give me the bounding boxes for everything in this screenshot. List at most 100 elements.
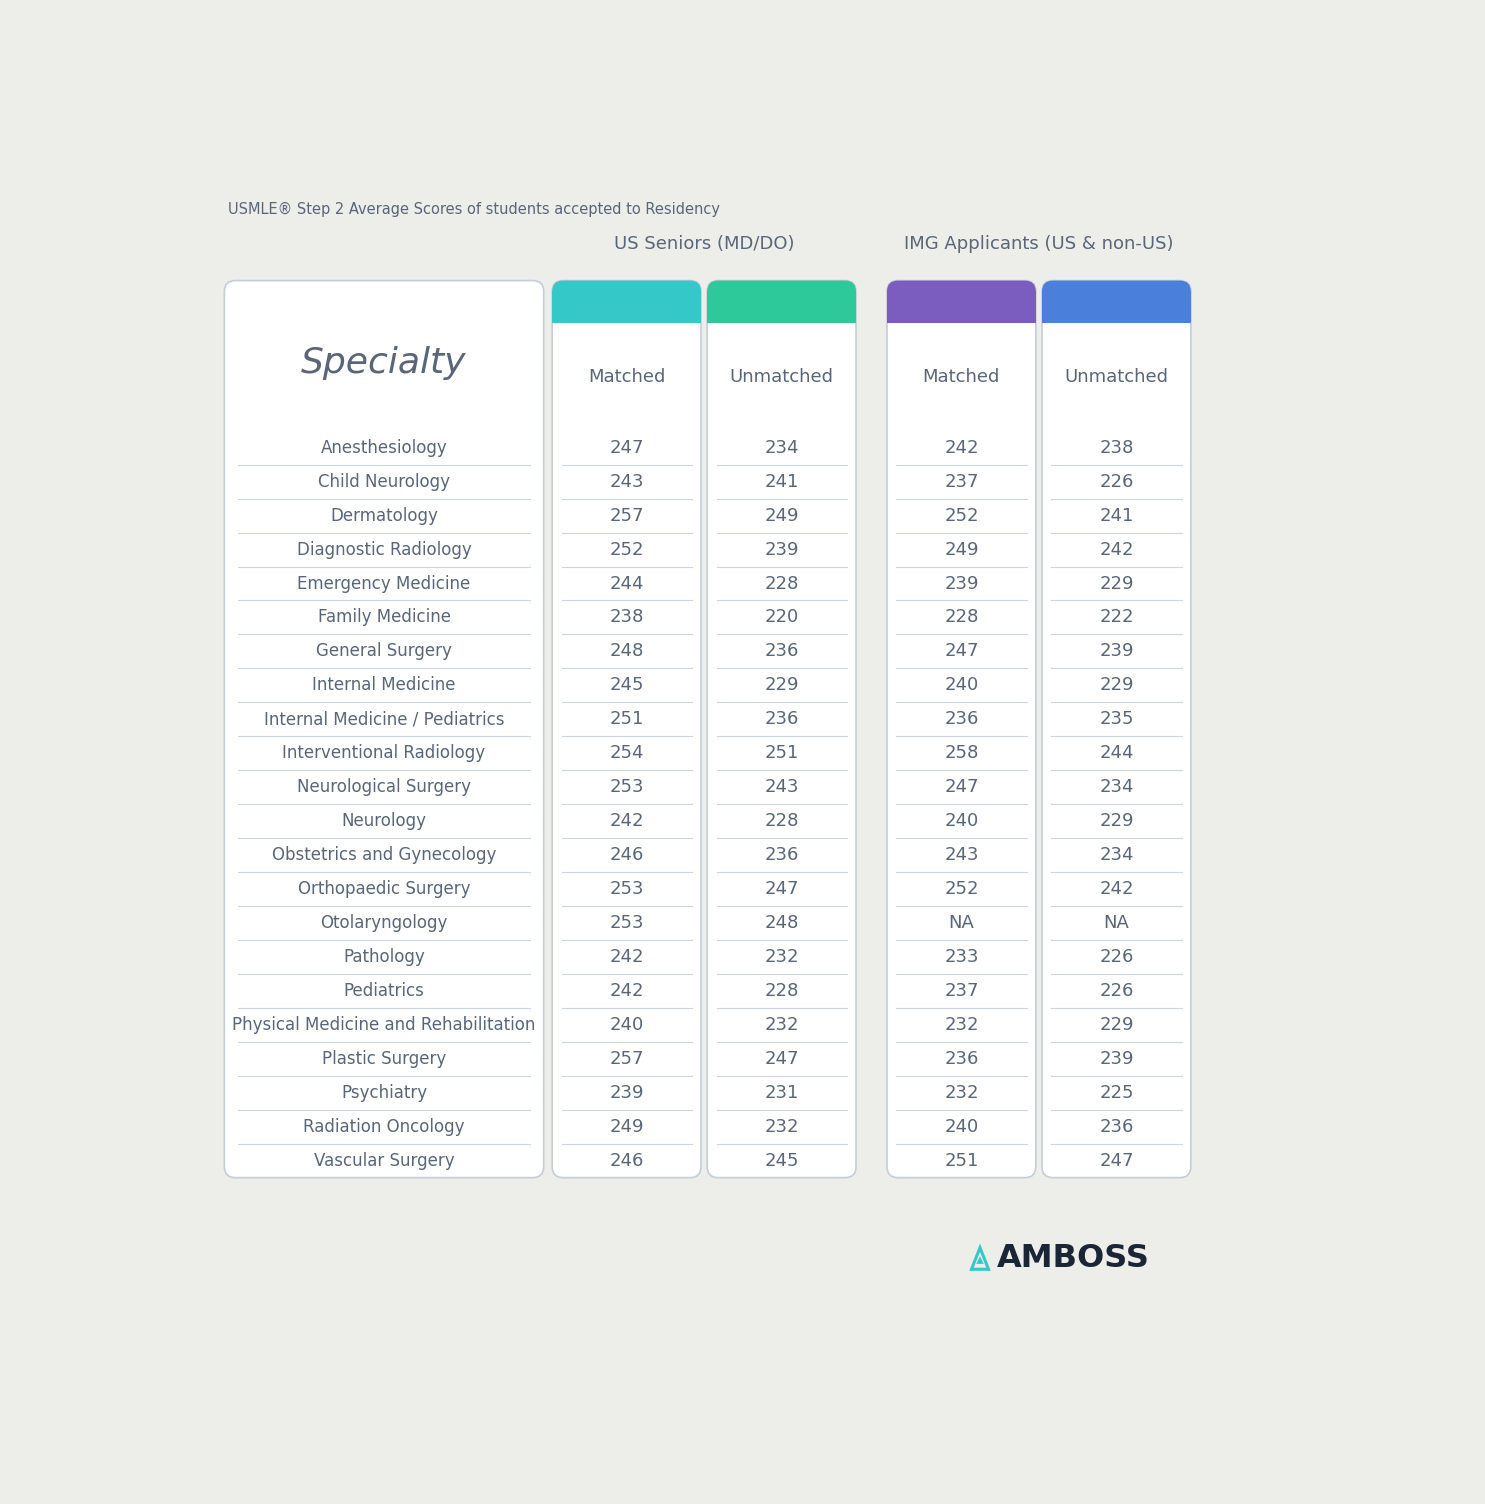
Text: Anesthesiology: Anesthesiology <box>321 439 447 457</box>
Text: 239: 239 <box>1099 642 1133 660</box>
Text: 222: 222 <box>1099 609 1133 627</box>
Text: 249: 249 <box>609 1117 644 1136</box>
Text: Matched: Matched <box>922 368 999 387</box>
Text: 229: 229 <box>1099 575 1133 593</box>
Text: Internal Medicine / Pediatrics: Internal Medicine / Pediatrics <box>264 710 505 728</box>
Text: 237: 237 <box>944 982 979 1000</box>
Text: 232: 232 <box>765 1117 799 1136</box>
Text: 243: 243 <box>609 472 644 490</box>
Text: Neurological Surgery: Neurological Surgery <box>297 778 471 796</box>
Bar <box>887 292 1037 323</box>
Text: 236: 236 <box>765 710 799 728</box>
Text: 232: 232 <box>765 948 799 966</box>
Text: Diagnostic Radiology: Diagnostic Radiology <box>297 540 471 558</box>
Text: 234: 234 <box>1099 778 1133 796</box>
Text: 246: 246 <box>609 1152 644 1170</box>
Text: 242: 242 <box>1099 540 1133 558</box>
Text: Family Medicine: Family Medicine <box>318 609 450 627</box>
Text: Otolaryngology: Otolaryngology <box>321 914 447 932</box>
Text: 247: 247 <box>1099 1152 1133 1170</box>
Bar <box>1042 292 1191 323</box>
Text: 231: 231 <box>765 1084 799 1102</box>
Text: 247: 247 <box>765 880 799 898</box>
Text: 245: 245 <box>765 1152 799 1170</box>
Text: 248: 248 <box>765 914 799 932</box>
Text: 240: 240 <box>944 812 979 830</box>
Text: US Seniors (MD/DO): US Seniors (MD/DO) <box>613 235 794 253</box>
Text: Internal Medicine: Internal Medicine <box>312 677 456 695</box>
Text: USMLE® Step 2 Average Scores of students accepted to Residency: USMLE® Step 2 Average Scores of students… <box>229 202 720 217</box>
Text: 235: 235 <box>1099 710 1133 728</box>
Text: 248: 248 <box>609 642 644 660</box>
Text: 249: 249 <box>944 540 979 558</box>
Text: Interventional Radiology: Interventional Radiology <box>282 744 486 763</box>
FancyBboxPatch shape <box>1042 281 1191 323</box>
Bar <box>707 292 855 323</box>
Text: 252: 252 <box>944 507 979 525</box>
Text: 233: 233 <box>944 948 979 966</box>
Text: 239: 239 <box>609 1084 644 1102</box>
Text: 242: 242 <box>609 812 644 830</box>
FancyBboxPatch shape <box>1042 281 1191 1178</box>
Text: 242: 242 <box>1099 880 1133 898</box>
Text: 247: 247 <box>944 642 979 660</box>
Text: 228: 228 <box>765 812 799 830</box>
Text: Specialty: Specialty <box>301 346 466 381</box>
Text: 247: 247 <box>609 439 644 457</box>
Text: 241: 241 <box>1099 507 1133 525</box>
Text: 232: 232 <box>944 1015 979 1033</box>
Text: NA: NA <box>1103 914 1129 932</box>
Text: 251: 251 <box>944 1152 979 1170</box>
Text: 258: 258 <box>944 744 979 763</box>
Text: Neurology: Neurology <box>342 812 426 830</box>
FancyBboxPatch shape <box>552 281 701 1178</box>
Text: 238: 238 <box>609 609 644 627</box>
Text: 243: 243 <box>944 847 979 865</box>
Text: 226: 226 <box>1099 982 1133 1000</box>
Text: 242: 242 <box>609 982 644 1000</box>
Text: 229: 229 <box>1099 1015 1133 1033</box>
Text: 229: 229 <box>1099 812 1133 830</box>
Text: Unmatched: Unmatched <box>1065 368 1169 387</box>
Polygon shape <box>976 1256 983 1263</box>
Text: Physical Medicine and Rehabilitation: Physical Medicine and Rehabilitation <box>232 1015 536 1033</box>
Text: 226: 226 <box>1099 472 1133 490</box>
Text: 240: 240 <box>944 1117 979 1136</box>
Text: 253: 253 <box>609 880 644 898</box>
Text: 247: 247 <box>765 1050 799 1068</box>
FancyBboxPatch shape <box>887 281 1037 323</box>
Text: 228: 228 <box>765 575 799 593</box>
Text: Orthopaedic Surgery: Orthopaedic Surgery <box>298 880 471 898</box>
Text: 252: 252 <box>944 880 979 898</box>
Text: Obstetrics and Gynecology: Obstetrics and Gynecology <box>272 847 496 865</box>
Text: 236: 236 <box>1099 1117 1133 1136</box>
Text: 253: 253 <box>609 914 644 932</box>
Text: Pediatrics: Pediatrics <box>343 982 425 1000</box>
Text: 254: 254 <box>609 744 644 763</box>
FancyBboxPatch shape <box>707 281 855 1178</box>
Text: 257: 257 <box>609 1050 644 1068</box>
Text: 220: 220 <box>765 609 799 627</box>
Text: 247: 247 <box>944 778 979 796</box>
Text: 237: 237 <box>944 472 979 490</box>
FancyBboxPatch shape <box>224 281 544 1178</box>
Text: 236: 236 <box>765 847 799 865</box>
Text: 252: 252 <box>609 540 644 558</box>
Text: 232: 232 <box>765 1015 799 1033</box>
Text: Matched: Matched <box>588 368 665 387</box>
Text: Emergency Medicine: Emergency Medicine <box>297 575 471 593</box>
Text: 236: 236 <box>765 642 799 660</box>
Text: 234: 234 <box>765 439 799 457</box>
Text: Dermatology: Dermatology <box>330 507 438 525</box>
Text: 251: 251 <box>765 744 799 763</box>
Text: AMBOSS: AMBOSS <box>996 1242 1149 1274</box>
Text: 251: 251 <box>609 710 644 728</box>
Text: Child Neurology: Child Neurology <box>318 472 450 490</box>
FancyBboxPatch shape <box>552 281 701 323</box>
Text: 245: 245 <box>609 677 644 695</box>
Text: 239: 239 <box>765 540 799 558</box>
Bar <box>552 292 701 323</box>
Text: Plastic Surgery: Plastic Surgery <box>322 1050 446 1068</box>
Text: 244: 244 <box>1099 744 1133 763</box>
Text: Psychiatry: Psychiatry <box>342 1084 428 1102</box>
